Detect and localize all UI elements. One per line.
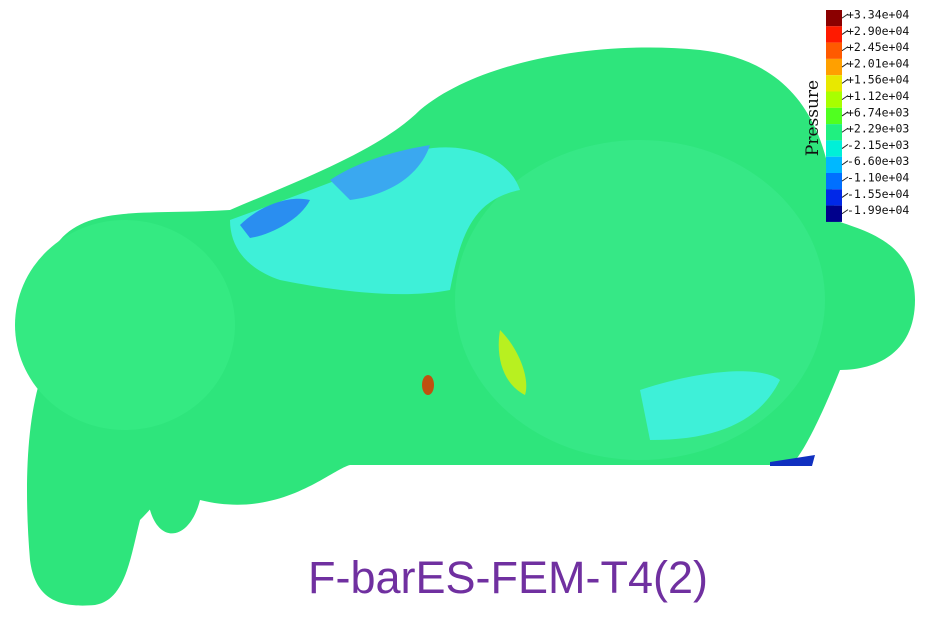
- caption: F-barES-FEM-T4(2): [308, 552, 708, 603]
- legend-swatch: [826, 10, 842, 26]
- legend-swatch: [826, 124, 842, 140]
- legend-label: +6.74e+03: [847, 105, 909, 119]
- legend-label: -1.10e+04: [847, 171, 909, 185]
- legend-label: -6.60e+03: [847, 154, 909, 168]
- legend-swatch: [826, 43, 842, 59]
- legend-swatch: [826, 59, 842, 75]
- legend-swatch: [826, 75, 842, 91]
- legend-swatch: [826, 26, 842, 42]
- legend-label: +2.29e+03: [847, 122, 909, 136]
- legend-swatch: [826, 189, 842, 205]
- legend-label: -2.15e+03: [847, 138, 909, 152]
- fem-model: [15, 48, 915, 606]
- legend-label: +1.12e+04: [847, 89, 909, 103]
- legend-label: +3.34e+04: [847, 8, 909, 22]
- legend-label: -1.99e+04: [847, 203, 909, 217]
- legend-swatch: [826, 157, 842, 173]
- legend-swatch: [826, 108, 842, 124]
- legend-label: +1.56e+04: [847, 73, 909, 87]
- figure: Pressure +3.34e+04 +2.90e+04 +2.45e+04 +2.0…: [0, 0, 933, 618]
- head: [15, 220, 235, 430]
- legend-swatch: [826, 140, 842, 156]
- legend-label: +2.45e+04: [847, 40, 909, 54]
- legend-title: Pressure: [803, 80, 823, 156]
- legend-swatch: [826, 92, 842, 108]
- legend-label: +2.01e+04: [847, 56, 909, 70]
- red-spot: [422, 375, 434, 395]
- legend-label: -1.55e+04: [847, 187, 909, 201]
- legend-swatch: [826, 206, 842, 222]
- legend-label: +2.90e+04: [847, 24, 909, 38]
- legend-swatch: [826, 173, 842, 189]
